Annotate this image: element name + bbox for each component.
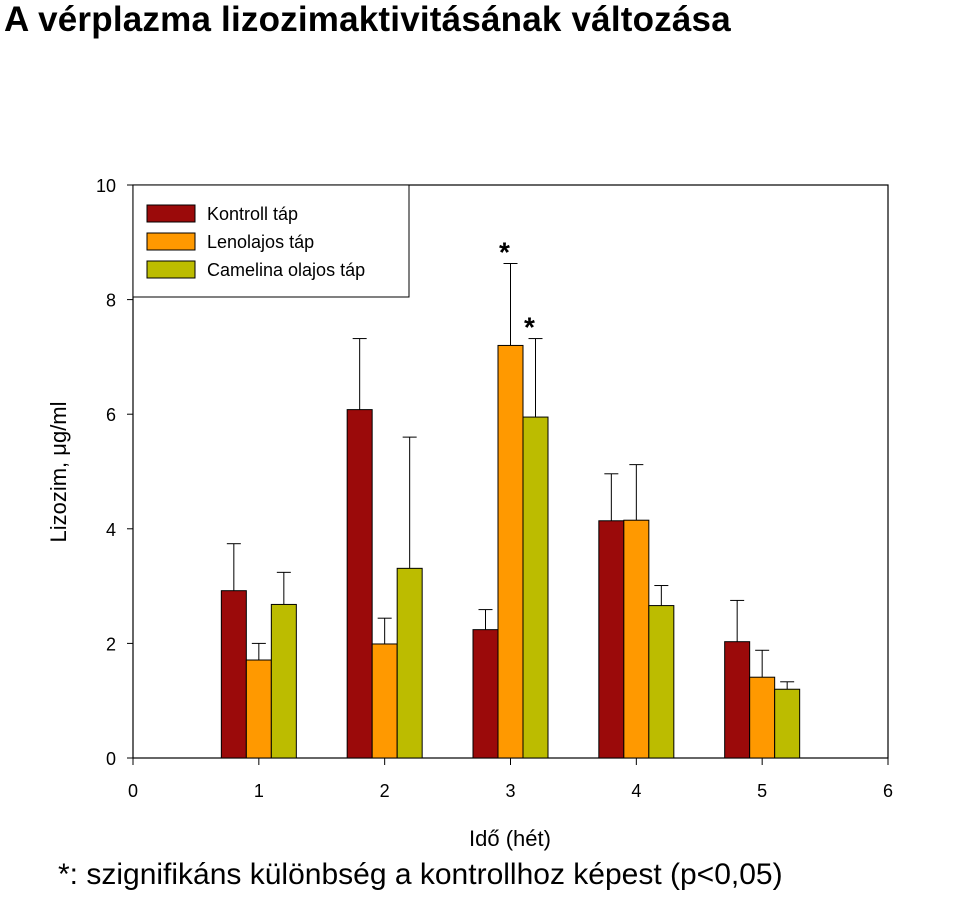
bar: [648, 605, 675, 759]
significance-star: *: [524, 312, 535, 343]
bar: [749, 676, 776, 759]
bar: [346, 409, 373, 759]
legend-swatch: [146, 232, 196, 251]
y-tick-label: 4: [106, 520, 116, 540]
y-tick-label: 8: [106, 291, 116, 311]
legend-swatch: [146, 260, 196, 279]
error-bars-layer: [226, 263, 795, 690]
legend: Kontroll táp Lenolajos táp Camelina olajos…: [132, 184, 410, 298]
legend-label: Kontroll táp: [207, 204, 298, 224]
y-tick-label: 0: [106, 749, 116, 769]
x-tick-label: 2: [380, 781, 390, 801]
significance-star: *: [499, 237, 510, 268]
bar: [522, 416, 549, 759]
x-tick-label: 6: [883, 781, 893, 801]
bar: [497, 344, 524, 759]
x-tick-label: 3: [505, 781, 515, 801]
bar: [220, 590, 247, 759]
x-tick-label: 1: [254, 781, 264, 801]
y-tick-label: 6: [106, 405, 116, 425]
significance-annotations: **: [499, 237, 535, 343]
bar: [371, 643, 398, 759]
y-tick-label: 10: [96, 176, 116, 196]
x-tick-label: 4: [631, 781, 641, 801]
y-axis: 0 2 4 6 8 10: [96, 176, 133, 769]
bar: [245, 659, 272, 759]
x-axis: 0 1 2 3 4 5 6: [128, 758, 893, 801]
bar: [724, 641, 751, 759]
y-axis-label: Lizozim, μg/ml: [46, 401, 71, 542]
legend-swatch: [146, 204, 196, 223]
bar: [270, 603, 297, 759]
y-tick-label: 2: [106, 634, 116, 654]
significance-footnote: *: szignifikáns különbség a kontrollhoz …: [58, 858, 783, 891]
bars-layer: [220, 344, 801, 759]
bar: [598, 520, 625, 759]
bar: [623, 519, 650, 759]
bar: [774, 688, 801, 759]
x-axis-label: Idő (hét): [469, 826, 551, 851]
x-tick-label: 0: [128, 781, 138, 801]
page-title: A vérplazma lizozimaktivitásának változá…: [4, 0, 731, 39]
legend-label: Camelina olajos táp: [207, 260, 365, 280]
x-tick-label: 5: [757, 781, 767, 801]
legend-label: Lenolajos táp: [207, 232, 314, 252]
bar: [396, 567, 423, 759]
bar: [472, 629, 499, 759]
